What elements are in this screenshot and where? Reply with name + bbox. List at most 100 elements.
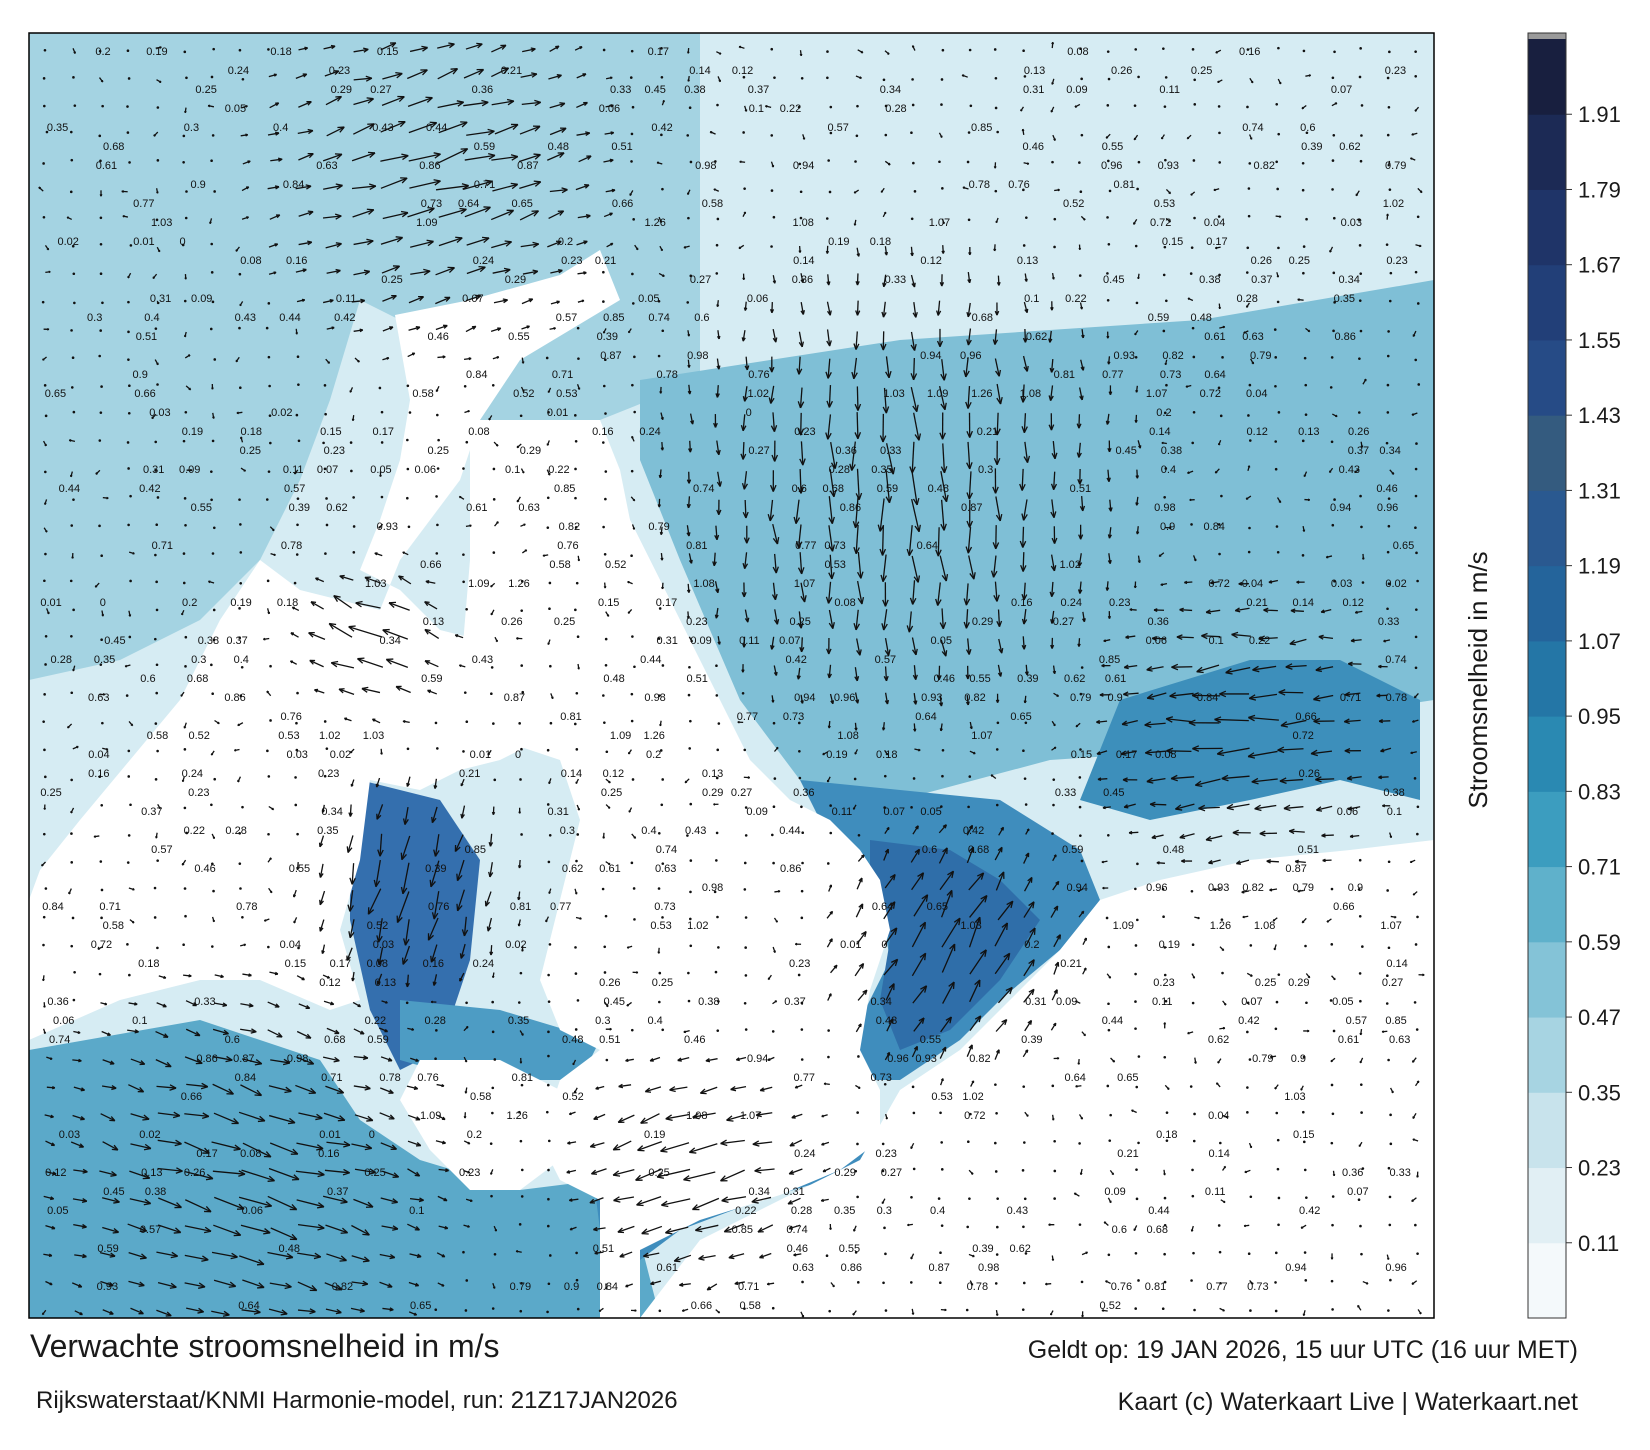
current-dot [1052,778,1056,781]
current-arrow [1263,609,1278,612]
speed-label: 0.82 [559,521,580,533]
current-arrow-head [1133,585,1137,589]
current-arrow-head [1023,455,1031,463]
current-dot [1247,187,1251,190]
current-dot [462,553,465,556]
speed-label: 0.62 [1208,1034,1229,1046]
current-arrow-head [460,148,469,155]
current-dot [827,1055,830,1059]
current-arrow-head [826,340,832,347]
current-dot [1387,330,1390,333]
current-dot [1163,973,1167,977]
current-dot [1301,1110,1305,1114]
speed-label: 0.03 [1331,578,1352,590]
current-dot [1107,1002,1110,1006]
current-arrow [1023,608,1027,625]
current-dot [434,1057,437,1061]
speed-label: 0.74 [49,1034,70,1046]
current-arrow-head [611,188,616,193]
current-dot [1134,48,1138,51]
current-dot [1333,50,1336,54]
current-arrow-head [368,183,377,191]
current-arrow-head [1135,389,1139,393]
current-arrow-head [662,274,665,277]
speed-label: 0.4 [273,122,288,134]
current-arrow [351,185,376,190]
speed-label: 0.33 [1055,787,1076,799]
current-dot [436,467,440,470]
current-arrow [689,440,692,453]
current-arrow-head [799,53,803,57]
current-arrow-head [910,343,917,351]
speed-label: 0.45 [1103,274,1124,286]
speed-label: 0.52 [367,920,388,932]
current-arrow-head [429,121,438,128]
current-arrow [1206,609,1221,613]
current-arrow-head [557,210,565,216]
current-dot [73,970,76,974]
current-arrow-head [526,325,530,329]
speed-label: 0.36 [1342,1167,1363,1179]
current-arrow [1022,636,1025,650]
speed-label: 0.24 [473,255,494,267]
current-dot [128,973,131,977]
current-dot [1273,328,1277,331]
speed-label: 0.05 [931,635,952,647]
speed-label: 0.86 [224,692,245,704]
current-dot [1274,467,1278,471]
current-arrow-head [853,623,861,631]
speed-label: 0.21 [1246,597,1267,609]
current-dot [1332,133,1336,137]
current-arrow-head [940,135,943,138]
current-arrow-head [854,676,860,682]
current-arrow [1079,581,1082,594]
current-dot [154,722,158,725]
current-arrow-head [1125,635,1130,639]
current-dot [492,467,496,471]
speed-label: 1.02 [1383,198,1404,210]
current-arrow-head [1361,557,1365,560]
current-arrow-head [1019,540,1027,548]
current-arrow [939,555,947,582]
current-arrow [380,121,406,133]
current-dot [1137,160,1141,164]
current-arrow-head [101,614,105,617]
current-dot [1331,188,1334,191]
current-dot [717,946,720,949]
current-arrow-head [398,121,406,128]
current-arrow [435,267,455,276]
current-arrow [548,74,562,80]
speed-label: 0.48 [562,1034,583,1046]
speed-label: 0.18 [1156,1129,1177,1141]
current-dot [1389,1142,1393,1146]
current-dot [969,104,973,108]
speed-label: 0.65 [511,198,532,210]
current-arrow-head [245,105,248,108]
current-arrow [799,469,802,494]
current-arrow-head [965,546,973,554]
current-dot [1360,104,1364,107]
current-dot [1133,104,1137,107]
current-dot [238,636,241,639]
current-dot [602,441,605,444]
current-arrow [940,639,947,657]
current-dot [325,747,329,750]
current-arrow-head [355,600,363,608]
speed-label: 0.09 [1066,84,1087,96]
current-dot [857,833,861,837]
speed-label: 0.31 [783,1186,804,1198]
speed-label: 0.93 [377,521,398,533]
current-arrow-head [856,253,861,257]
speed-label: 0.82 [1162,350,1183,362]
current-dot [1164,76,1168,79]
current-dot [1247,214,1251,218]
speed-label: 0.59 [1062,844,1083,856]
current-dot [1301,161,1305,165]
current-arrow-head [1386,213,1389,217]
current-arrow-head [609,76,613,80]
current-arrow [339,575,354,581]
current-arrow-head [48,270,51,274]
speed-label: 0.85 [971,122,992,134]
current-arrow [744,609,749,623]
current-arrow [716,385,719,398]
